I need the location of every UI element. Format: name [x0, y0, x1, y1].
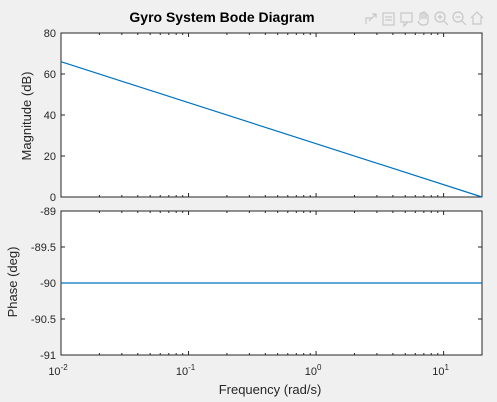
phase-y-tick-label: -91: [40, 350, 56, 362]
export-icon[interactable]: [365, 13, 377, 24]
magnitude-y-tick-label: 40: [44, 110, 56, 122]
magnitude-y-tick-label: 80: [44, 28, 56, 40]
phase-axes: -91 -90.5 -90 -89.5 -89: [31, 206, 483, 362]
x-axis-label: Frequency (rad/s): [219, 382, 322, 397]
x-tick-label: 10-1: [176, 363, 196, 378]
magnitude-y-axis-label: Magnitude (dB): [19, 72, 34, 161]
data-tip-icon[interactable]: [400, 12, 413, 28]
x-tick-labels: 10-2 10-1 100 101: [48, 363, 449, 378]
x-tick-label: 100: [305, 363, 322, 378]
axes-toolbar[interactable]: [365, 11, 484, 28]
phase-y-tick-label: -90.5: [31, 314, 56, 326]
zoom-in-icon[interactable]: [434, 11, 449, 26]
pan-icon[interactable]: [417, 11, 429, 26]
phase-y-tick-label: -89.5: [31, 242, 56, 254]
magnitude-series-line: [60, 61, 483, 198]
phase-y-axis-label: Phase (deg): [5, 247, 20, 318]
x-tick-label: 10-2: [48, 363, 68, 378]
zoom-out-icon[interactable]: [452, 11, 467, 26]
brush-icon[interactable]: [382, 12, 395, 26]
phase-y-tick-label: -90: [40, 278, 56, 290]
magnitude-plot-area: [60, 32, 483, 198]
magnitude-y-tick-label: 60: [44, 69, 56, 81]
phase-y-tick-label: -89: [40, 206, 56, 218]
home-icon[interactable]: [470, 11, 484, 25]
magnitude-y-tick-label: 20: [44, 151, 56, 163]
magnitude-axes: 0 20 40 60 80: [44, 28, 483, 204]
magnitude-y-tick-label: 0: [50, 192, 56, 204]
chart-title: Gyro System Bode Diagram: [129, 9, 314, 25]
x-tick-label: 101: [432, 363, 449, 378]
